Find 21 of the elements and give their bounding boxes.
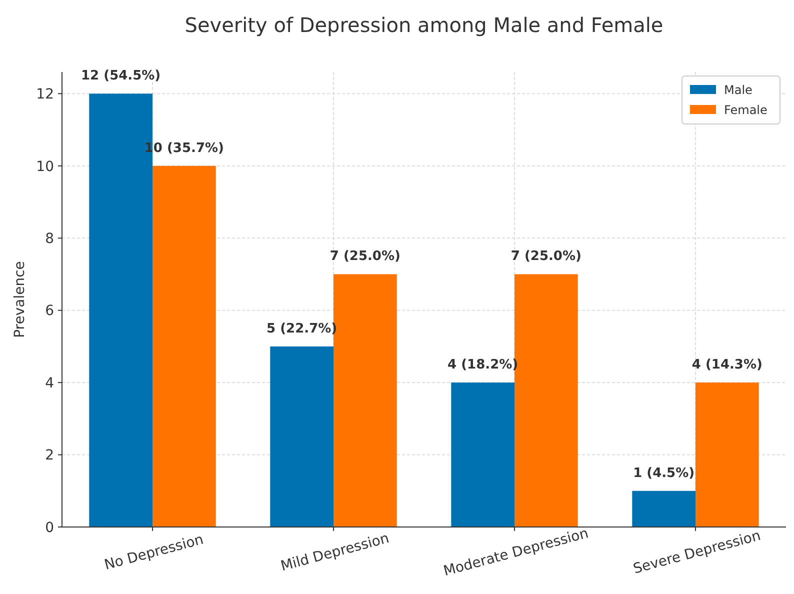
data-label: 7 (25.0%) — [330, 249, 400, 264]
y-tick-label: 6 — [45, 303, 54, 320]
y-axis-title: Prevalence — [12, 261, 28, 338]
data-label: 4 (14.3%) — [692, 358, 762, 373]
y-tick-label: 0 — [45, 520, 54, 536]
y-tick-label: 4 — [45, 375, 54, 392]
legend-label: Female — [724, 103, 768, 118]
bar — [696, 382, 759, 527]
chart-title: Severity of Depression among Male and Female — [184, 13, 664, 37]
y-tick-label: 10 — [36, 158, 54, 175]
data-label: 12 (54.5%) — [81, 68, 161, 84]
y-tick-label: 8 — [45, 231, 54, 248]
bar — [451, 382, 514, 527]
bar — [152, 166, 216, 527]
bar — [632, 490, 696, 527]
bar — [270, 346, 334, 527]
data-label: 7 (25.0%) — [510, 249, 582, 264]
data-label: 1 (4.5%) — [633, 466, 695, 481]
y-tick-label: 2 — [45, 448, 54, 464]
legend-label: Male — [724, 83, 752, 98]
y-tick-label: 12 — [36, 86, 54, 103]
